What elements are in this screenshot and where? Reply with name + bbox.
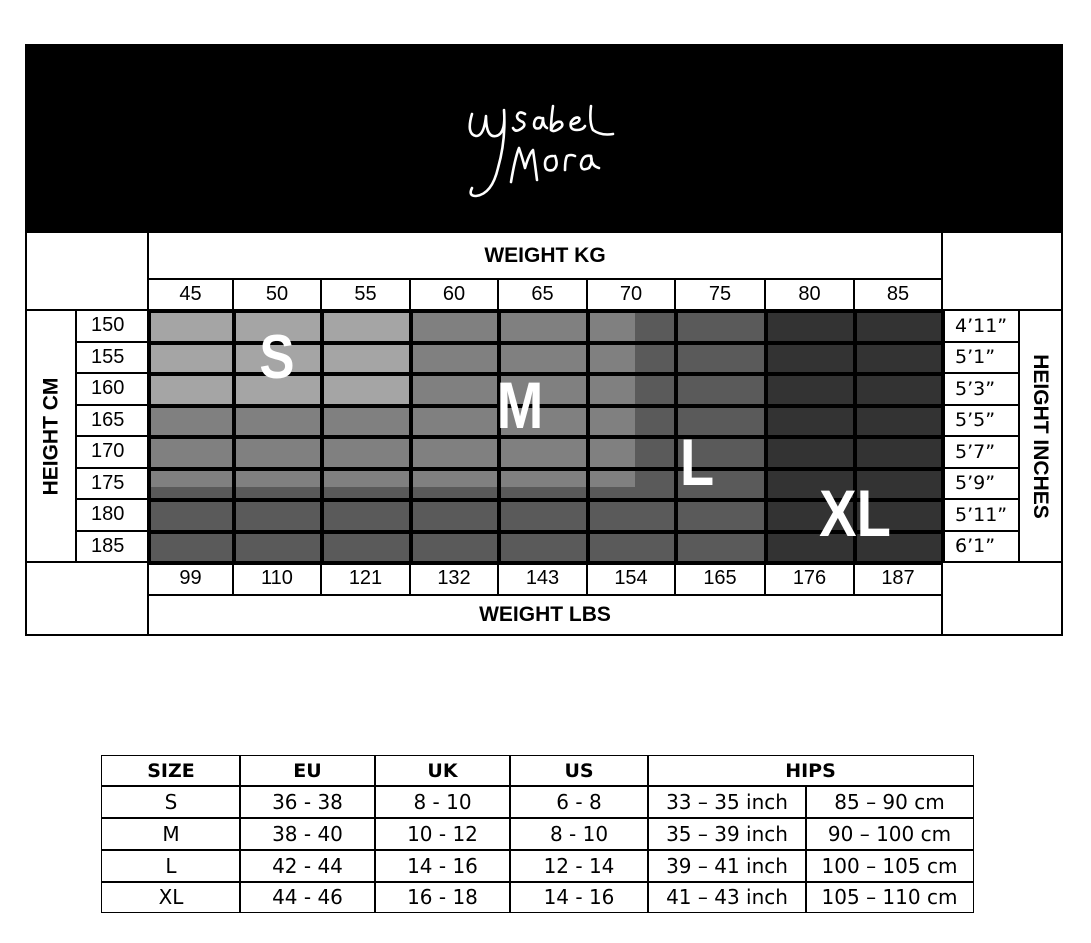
grid-line <box>148 435 942 439</box>
height-cm-label-cell: HEIGHT CM <box>25 309 77 563</box>
weight-lbs-value: 110 <box>232 561 322 596</box>
size-label-s: S <box>259 323 295 392</box>
height-cm-value: 150 <box>75 309 149 343</box>
table-cell: 85 – 90 cm <box>805 785 974 819</box>
table-cell: 44 - 46 <box>239 881 376 913</box>
grid-line <box>148 372 942 376</box>
height-in-value: 5’7” <box>941 435 1020 469</box>
height-cm-value: 175 <box>75 466 149 500</box>
height-cm-value: 160 <box>75 372 149 406</box>
height-in-value: 5’3” <box>941 372 1020 406</box>
weight-lbs-value: 165 <box>674 561 766 596</box>
height-cm-value: 170 <box>75 435 149 469</box>
height-in-value: 5’11” <box>941 498 1020 532</box>
corner-bottom-right <box>941 561 1063 636</box>
table-cell: 16 - 18 <box>374 881 511 913</box>
height-cm-value: 185 <box>75 529 149 563</box>
corner-top-right <box>941 231 1063 311</box>
size-zone-s <box>148 310 410 405</box>
logo-banner <box>25 44 1063 232</box>
weight-kg-value: 65 <box>497 278 588 311</box>
table-cell: 41 – 43 inch <box>647 881 807 913</box>
height-in-value: 5’5” <box>941 403 1020 437</box>
height-cm-value: 165 <box>75 403 149 437</box>
grid-line <box>148 466 942 471</box>
table-cell: 35 – 39 inch <box>647 817 807 851</box>
table-cell: 36 - 38 <box>239 785 376 819</box>
height-cm-title: HEIGHT CM <box>39 377 63 495</box>
table-cell: L <box>101 849 241 883</box>
table-cell: M <box>101 817 241 851</box>
height-in-value: 5’1” <box>941 340 1020 374</box>
table-cell: 90 – 100 cm <box>805 817 974 851</box>
ysabel-mora-logo <box>468 104 615 198</box>
height-inches-label-cell: HEIGHT INCHES <box>1018 309 1063 563</box>
table-cell: 33 – 35 inch <box>647 785 807 819</box>
grid-line <box>148 498 942 502</box>
table-header-cell: SIZE <box>101 755 241 787</box>
weight-lbs-title: WEIGHT LBS <box>147 594 943 636</box>
table-cell: 12 - 14 <box>509 849 649 883</box>
height-in-value: 5’9” <box>941 466 1020 500</box>
size-label-xl: XL <box>819 476 891 550</box>
weight-lbs-value: 187 <box>853 561 943 596</box>
size-label-m: M <box>496 368 544 442</box>
weight-kg-value: 75 <box>674 278 766 311</box>
weight-kg-value: 50 <box>232 278 322 311</box>
table-cell: 42 - 44 <box>239 849 376 883</box>
table-cell: S <box>101 785 241 819</box>
table-cell: XL <box>101 881 241 913</box>
table-cell: 10 - 12 <box>374 817 511 851</box>
table-cell: 8 - 10 <box>374 785 511 819</box>
table-cell: 14 - 16 <box>374 849 511 883</box>
height-cm-value: 180 <box>75 498 149 532</box>
table-cell: 6 - 8 <box>509 785 649 819</box>
table-cell: 39 – 41 inch <box>647 849 807 883</box>
height-in-value: 4’11” <box>941 309 1020 343</box>
weight-kg-value: 60 <box>409 278 499 311</box>
table-cell: 38 - 40 <box>239 817 376 851</box>
weight-lbs-value: 121 <box>320 561 411 596</box>
grid-line <box>148 340 942 345</box>
grid-line <box>148 309 942 313</box>
weight-lbs-value: 143 <box>497 561 588 596</box>
weight-lbs-value: 154 <box>586 561 676 596</box>
weight-kg-value: 45 <box>147 278 234 311</box>
weight-kg-value: 80 <box>764 278 855 311</box>
weight-lbs-value: 132 <box>409 561 499 596</box>
table-header-cell: EU <box>239 755 376 787</box>
table-cell: 14 - 16 <box>509 881 649 913</box>
weight-kg-value: 55 <box>320 278 411 311</box>
height-inches-title: HEIGHT INCHES <box>1029 353 1053 519</box>
weight-kg-value: 85 <box>853 278 943 311</box>
corner-top-left <box>25 231 149 311</box>
table-header-cell: UK <box>374 755 511 787</box>
grid-line <box>148 561 942 565</box>
weight-lbs-value: 176 <box>764 561 855 596</box>
table-cell: 8 - 10 <box>509 817 649 851</box>
weight-kg-title: WEIGHT KG <box>147 231 943 280</box>
grid-line <box>148 529 942 534</box>
corner-bottom-left <box>25 561 149 636</box>
table-cell: 105 – 110 cm <box>805 881 974 913</box>
grid-line <box>148 403 942 408</box>
height-in-value: 6’1” <box>941 529 1020 563</box>
weight-lbs-value: 99 <box>147 561 234 596</box>
height-cm-value: 155 <box>75 340 149 374</box>
table-header-cell: HIPS <box>647 755 974 787</box>
table-cell: 100 – 105 cm <box>805 849 974 883</box>
table-header-cell: US <box>509 755 649 787</box>
weight-kg-value: 70 <box>586 278 676 311</box>
size-label-l: L <box>679 425 715 499</box>
